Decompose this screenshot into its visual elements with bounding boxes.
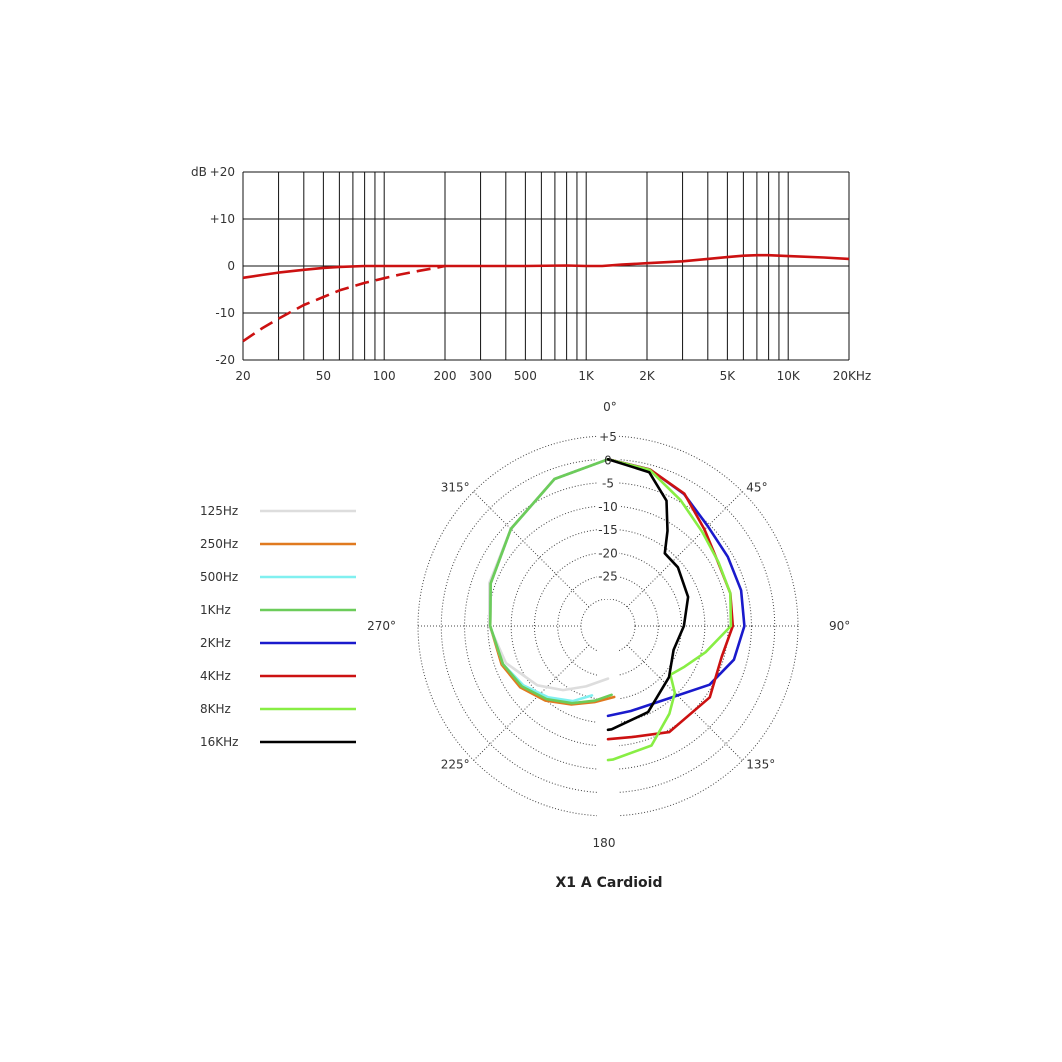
y-unit-label: dB (191, 165, 207, 179)
ring-label: -20 (598, 546, 618, 560)
legend-item: 8KHz (200, 702, 356, 716)
polar-spoke (626, 644, 743, 761)
legend-label: 500Hz (200, 570, 238, 584)
polar-series-line (488, 458, 616, 706)
polar-spoke (473, 491, 590, 608)
x-tick-label: 2K (639, 369, 656, 383)
legend-item: 2KHz (200, 636, 356, 650)
ring-label: 0 (604, 453, 612, 467)
polar-spoke (473, 644, 590, 761)
polar-series-line (488, 458, 610, 692)
y-tick-label: -20 (215, 353, 235, 367)
angle-label: 0° (603, 400, 617, 414)
ring-label: -10 (598, 500, 618, 514)
legend-label: 4KHz (200, 669, 231, 683)
polar-ring (533, 551, 683, 701)
angle-label: 270° (367, 619, 396, 633)
x-tick-label: 500 (514, 369, 537, 383)
legend-label: 125Hz (200, 504, 238, 518)
angle-label: 135° (746, 757, 775, 771)
axis-gap-top (597, 434, 619, 599)
x-tick-label: 300 (469, 369, 492, 383)
legend-label: 8KHz (200, 702, 231, 716)
legend-label: 16KHz (200, 735, 238, 749)
legend-label: 1KHz (200, 603, 231, 617)
x-tick-label: 100 (373, 369, 396, 383)
polar-series-line (606, 458, 746, 718)
ring-label: -5 (602, 477, 614, 491)
legend-item: 16KHz (200, 735, 356, 749)
polar-spoke (626, 491, 743, 608)
legend-item: 250Hz (200, 537, 356, 551)
x-tick-label: 1K (578, 369, 595, 383)
x-tick-label: 10K (777, 369, 801, 383)
chart-title: X1 A Cardioid (555, 875, 662, 891)
frequency-response-chart: +20 +10 0 -10 -20 dB 20 50 100 200 300 500 1K 2K 5K 10K… (191, 165, 871, 383)
angle-label: 315° (441, 481, 470, 495)
legend-item: 1KHz (200, 603, 356, 617)
polar-series-line (488, 458, 613, 705)
y-tick-label: +20 (210, 165, 235, 179)
y-tick-label: 0 (227, 259, 235, 273)
angle-label: 45° (746, 481, 767, 495)
polar-pattern-chart: +5 0 -5 -10 -15 -20 -25 0° 45° 90° 135° 180 225° 270°… (367, 400, 850, 850)
polar-series-line (606, 458, 690, 732)
x-tick-label: 5K (720, 369, 737, 383)
legend-item: 500Hz (200, 570, 356, 584)
ring-label: -25 (598, 570, 618, 584)
legend-label: 250Hz (200, 537, 238, 551)
y-tick-label: +10 (210, 212, 235, 226)
polar-series-line (606, 458, 733, 762)
y-tick-label: -10 (215, 306, 235, 320)
polar-legend: 125Hz 250Hz 500Hz 1KHz 2KHz 4KHz 8KHz 16KHz (200, 504, 356, 749)
x-tick-label: 20 (235, 369, 250, 383)
response-line-dashed (242, 264, 446, 343)
legend-item: 125Hz (200, 504, 356, 518)
legend-item: 4KHz (200, 669, 356, 683)
angle-label: 90° (829, 619, 850, 633)
x-tick-label: 200 (434, 369, 457, 383)
x-tick-label: 20KHz (833, 369, 871, 383)
ring-label: +5 (599, 430, 617, 444)
ring-label: -15 (598, 523, 618, 537)
x-tick-label: 50 (316, 369, 331, 383)
angle-label: 180 (593, 836, 616, 850)
legend-label: 2KHz (200, 636, 231, 650)
response-line-solid (242, 253, 850, 280)
angle-label: 225° (441, 757, 470, 771)
